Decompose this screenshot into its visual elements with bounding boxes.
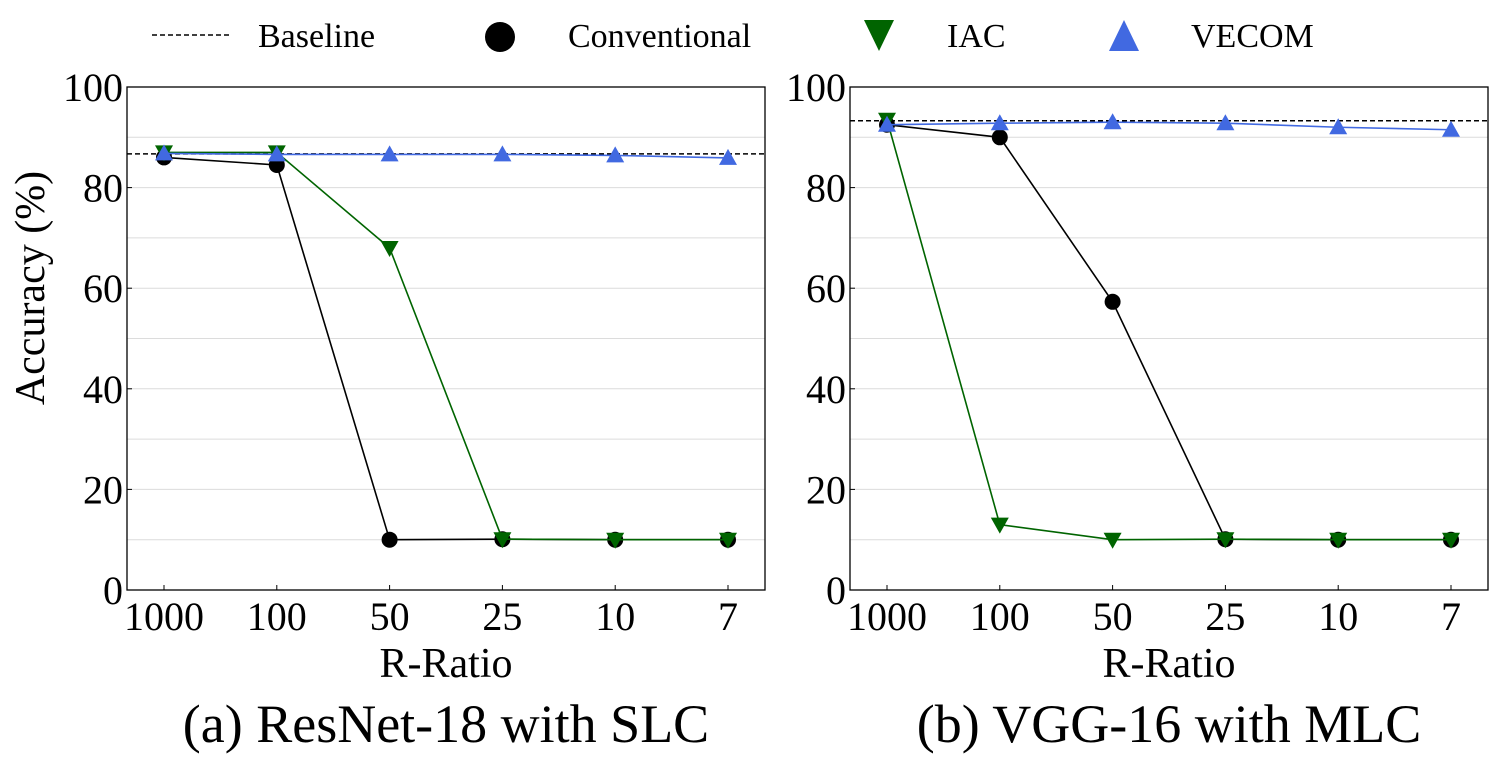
panel-b-series: [878, 112, 1460, 549]
legend-baseline-label: Baseline: [258, 18, 375, 55]
panel-a-iac-point: [493, 532, 512, 549]
legend-vecom-label: VECOM: [1191, 18, 1314, 55]
panel-b-vecom-point: [1329, 118, 1348, 135]
panel-b-xtick-label: 10: [1318, 594, 1358, 639]
panel-b-vecom-line: [886, 121, 1452, 131]
panel-b-ytick-label: 100: [786, 65, 846, 110]
panel-b-vecom-point: [878, 115, 896, 132]
panel-a-xtick-label: 100: [247, 594, 307, 639]
panel-a-xtick-label: 7: [718, 594, 738, 639]
panel-b-ytick-label: 40: [806, 367, 846, 412]
panel-b-conventional-point: [1104, 293, 1121, 310]
panel-a-xtick-label: 10: [595, 594, 635, 639]
panel-b-ytick-label: 0: [826, 568, 846, 613]
panel-b-ytick-label: 80: [806, 166, 846, 211]
panel-a-ytick-label: 80: [83, 166, 123, 211]
panel-a-vecom-point: [155, 144, 173, 161]
panel-a-iac-point: [719, 532, 737, 549]
panel-a-vecom-point: [719, 148, 737, 165]
legend-conventional-swatch: [485, 22, 515, 52]
panel-a-vecom-point: [380, 145, 399, 162]
legend-iac-label: IAC: [947, 18, 1006, 55]
panel-b-yticks: 0 20 40 60 80 100: [786, 65, 855, 613]
panel-b-xtick-label: 50: [1093, 594, 1133, 639]
panel-b-ytick-label: 20: [806, 467, 846, 512]
legend-item-baseline: Baseline: [152, 18, 375, 55]
panel-a-conventional-line: [163, 156, 728, 541]
panel-a-ytick-label: 100: [63, 65, 123, 110]
panel-a-xtick-label: 25: [482, 594, 522, 639]
panel-a-caption: (a) ResNet-18 with SLC: [183, 694, 709, 754]
panel-a-iac-point: [380, 240, 399, 257]
panel-a-vecom-line: [163, 152, 729, 159]
legend-iac-swatch: [864, 20, 894, 51]
panel-b-frame: [849, 86, 1489, 591]
legend-vecom-swatch: [1109, 20, 1139, 51]
panel-a-xlabel: R-Ratio: [380, 641, 513, 687]
panel-b-vecom-point: [1442, 120, 1460, 137]
panel-a-yticks: 0 20 40 60 80 100: [63, 65, 132, 613]
panel-b-vecom-point: [990, 114, 1009, 131]
panel-a-conventional-point: [381, 531, 398, 548]
panel-a-xtick-label: 1000: [124, 594, 204, 639]
panel-a-series: [155, 144, 737, 549]
panel-b-vecom-point: [1103, 113, 1122, 130]
legend-item-conventional: Conventional: [485, 18, 751, 55]
panel-b-xticks: 1000 100 50 25 10 7: [847, 585, 1461, 639]
panel-a-ytick-label: 20: [83, 467, 123, 512]
panel-b-xtick-label: 7: [1441, 594, 1461, 639]
panel-a-vecom-point: [493, 145, 512, 162]
panel-b-xtick-label: 100: [970, 594, 1030, 639]
panel-a-iac-point: [606, 532, 625, 549]
panel-b-xtick-label: 25: [1205, 594, 1245, 639]
panel-b-vecom-point: [1216, 114, 1235, 131]
legend: Baseline Conventional IAC VECOM: [152, 18, 1314, 55]
panel-a-vecom-point: [606, 146, 625, 163]
panel-b-iac-point: [990, 517, 1009, 534]
panel-b: 0 20 40 60 80 100 1000 100 50 25 10 7 R-Ratio (b) …: [786, 65, 1489, 754]
y-axis-title: Accuracy (%): [8, 171, 54, 405]
panel-a-ytick-label: 0: [103, 568, 123, 613]
panel-b-iac-point: [1442, 532, 1460, 549]
panel-b-iac-point: [1216, 532, 1235, 549]
legend-item-iac: IAC: [864, 18, 1006, 55]
panel-b-xtick-label: 1000: [847, 594, 927, 639]
panel-a-ytick-label: 40: [83, 367, 123, 412]
panel-a-frame: [126, 86, 766, 591]
panel-b-caption: (b) VGG-16 with MLC: [917, 694, 1421, 754]
panel-b-grid: [850, 136, 1488, 541]
panel-b-xlabel: R-Ratio: [1103, 641, 1236, 687]
panel-b-ytick-label: 60: [806, 266, 846, 311]
panel-b-iac-point: [1329, 532, 1348, 549]
panel-a-grid: [127, 136, 765, 541]
panel-a-ytick-label: 60: [83, 266, 123, 311]
panel-a: 0 20 40 60 80 100 1000 100 50 25 10 7 R-Ratio (a) …: [63, 65, 766, 754]
panel-a-xtick-label: 50: [370, 594, 410, 639]
panel-b-conventional-line: [886, 123, 1451, 541]
panel-a-iac-line: [164, 151, 728, 541]
panel-a-vecom-point: [267, 145, 286, 162]
panel-b-iac-point: [1103, 532, 1122, 549]
panel-b-conventional-point: [991, 129, 1008, 146]
panel-a-xticks: 1000 100 50 25 10 7: [124, 585, 738, 639]
legend-conventional-label: Conventional: [568, 18, 751, 55]
legend-item-vecom: VECOM: [1109, 18, 1314, 55]
panel-b-iac-line: [886, 119, 1451, 541]
